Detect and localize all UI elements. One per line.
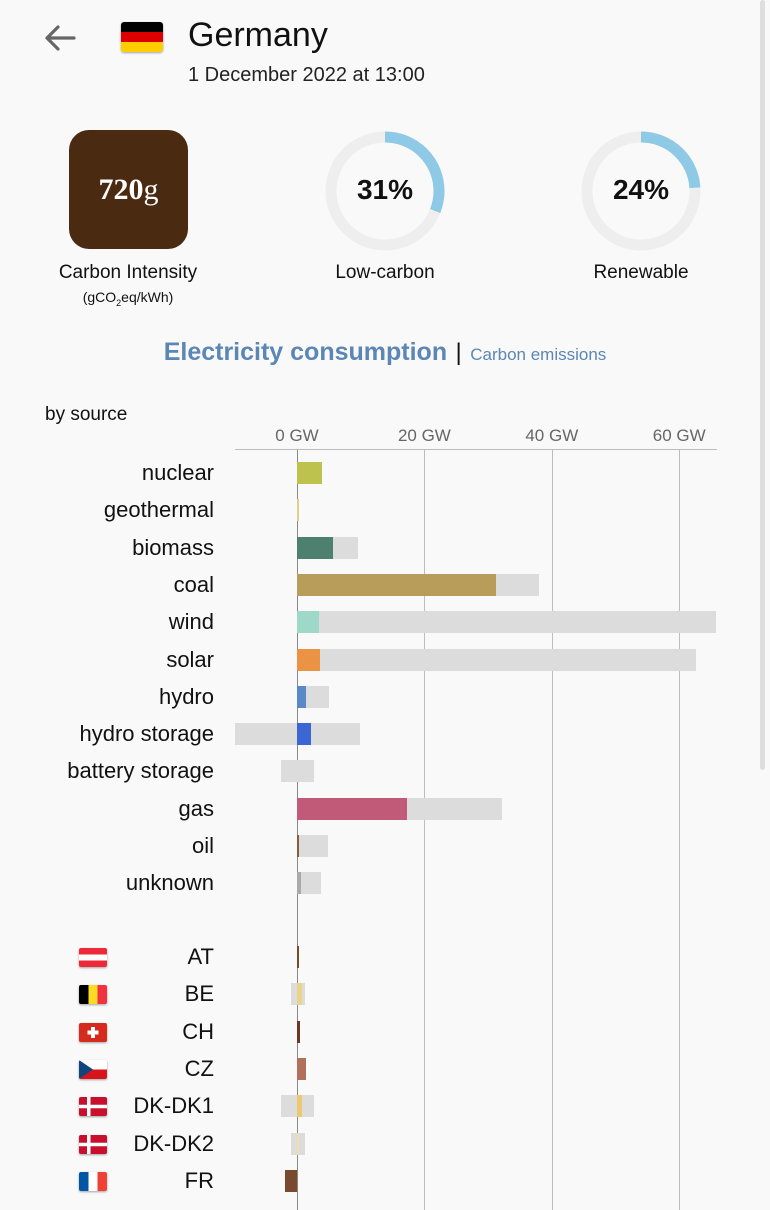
source-label: oil (191, 833, 214, 858)
exchange-value-bar[interactable] (297, 1020, 300, 1043)
renewable-label: Renewable (593, 262, 689, 283)
tab-separator: | (455, 339, 462, 366)
source-label: hydro (158, 683, 214, 709)
datetime: 1 December 2022 at 13:00 (188, 64, 425, 86)
source-label: nuclear (141, 460, 214, 485)
low-carbon-gauge (325, 131, 445, 251)
source-value-bar[interactable] (297, 723, 311, 746)
exchange-label: AT (187, 944, 214, 969)
carbon-intensity-box: 720 g (69, 130, 188, 249)
source-capacity-bar (297, 872, 322, 895)
exchange-value-bar[interactable] (297, 1057, 306, 1080)
exchange-value-bar[interactable] (297, 983, 303, 1006)
renewable-value: 24% (612, 174, 670, 205)
exchange-label: DK-DK1 (133, 1093, 214, 1119)
source-label: geothermal (103, 497, 214, 523)
source-value-bar[interactable] (297, 872, 301, 895)
source-label: solar (166, 646, 214, 672)
source-label: biomass (132, 534, 214, 560)
flag-dk-dk2-icon (79, 1134, 107, 1154)
low-carbon-gauge-fill (325, 131, 445, 251)
carbon-intensity-units: (gCO2eq/kWh) (82, 289, 174, 308)
exchange-label: FR (184, 1167, 214, 1193)
carbon-intensity-value: 720 (98, 172, 144, 206)
tick-label: 40 GW (525, 426, 579, 445)
source-label: coal (173, 571, 214, 597)
renewable-gauge (581, 131, 701, 251)
source-label: unknown (125, 870, 214, 896)
source-label: wind (168, 609, 214, 635)
source-value-bar[interactable] (297, 536, 333, 559)
source-value-bar[interactable] (297, 685, 306, 708)
source-value-bar[interactable] (297, 499, 299, 522)
flag-dk-dk1-icon (79, 1097, 107, 1117)
source-value-bar[interactable] (297, 835, 299, 857)
exchange-label: DK-DK2 (133, 1130, 214, 1156)
exchange-label: CH (182, 1018, 214, 1044)
source-value-bar[interactable] (297, 573, 496, 596)
source-value-bar[interactable] (297, 648, 320, 671)
scrollbar[interactable] (760, 0, 765, 770)
zero-line (297, 450, 298, 1210)
source-capacity-bar (297, 835, 328, 857)
exchange-label: BE (184, 981, 214, 1007)
back-button[interactable] (40, 20, 80, 56)
carbon-intensity-label: Carbon Intensity (58, 262, 198, 283)
chart-axis-line (235, 449, 717, 450)
source-label: battery storage (67, 758, 214, 784)
tab-carbon-emissions[interactable]: Carbon emissions (470, 345, 607, 364)
tick-label: 0 GW (275, 426, 319, 445)
renewable-gauge-fill (581, 131, 701, 251)
tick-label: 20 GW (397, 426, 451, 445)
gridline (679, 450, 681, 1210)
source-value-bar[interactable] (297, 462, 323, 484)
gridline (424, 450, 426, 1210)
exchange-label: CZ (184, 1055, 214, 1081)
source-capacity-bar (297, 611, 717, 634)
exchange-value-bar[interactable] (297, 1132, 299, 1155)
exchange-value-bar[interactable] (284, 1169, 297, 1192)
carbon-intensity-unit: g (143, 172, 159, 206)
exchange-value-bar[interactable] (297, 1095, 303, 1118)
section-label: by source (45, 404, 128, 425)
low-carbon-value: 31% (356, 174, 414, 205)
low-carbon-label: Low-carbon (335, 262, 435, 283)
country-title: Germany (188, 16, 328, 54)
source-value-bar[interactable] (297, 797, 407, 820)
arrow-left-icon (45, 25, 76, 51)
source-value-bar[interactable] (297, 611, 319, 634)
flag-be-icon (79, 985, 107, 1005)
flag-cz-icon (79, 1059, 107, 1079)
flag-ch-icon (79, 1022, 107, 1042)
exchange-value-bar[interactable] (297, 946, 299, 968)
tab-electricity-consumption[interactable]: Electricity consumption (163, 338, 448, 366)
source-capacity-bar (281, 760, 314, 783)
source-label: hydro storage (79, 721, 214, 747)
source-label: gas (178, 795, 214, 821)
flag-at-icon (79, 948, 107, 967)
flag-fr-icon (79, 1171, 107, 1191)
germany-flag-icon (121, 22, 163, 52)
view-tabs: Electricity consumption | Carbon emissio… (0, 338, 770, 367)
gridline (551, 450, 553, 1210)
source-capacity-bar (297, 648, 696, 671)
tick-label: 60 GW (652, 426, 706, 445)
